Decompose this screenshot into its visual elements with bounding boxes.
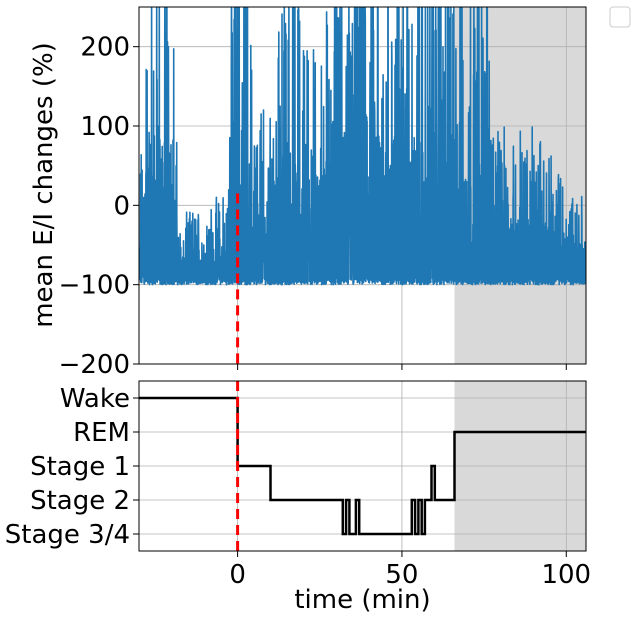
bottom-ytick-label: REM	[73, 418, 130, 448]
top-series-group	[139, 7, 586, 286]
bottom-ytick-label: Stage 1	[30, 452, 130, 482]
bottom-panel: Wake REM Stage 1 Stage 2 Stage 3/4 0 50 100 ti…	[5, 364, 591, 615]
top-ytick-label: 100	[80, 112, 130, 142]
bottom-xticks: 0 50 100	[229, 364, 591, 590]
top-yticks: −200 −100 0 100 200	[59, 33, 139, 380]
top-ytick-label: −100	[59, 271, 130, 301]
bottom-ytick-label: Stage 3/4	[5, 520, 130, 550]
bottom-xtick-label: 0	[229, 560, 246, 590]
bottom-xtick-label: 50	[385, 560, 418, 590]
top-axes-frame	[138, 6, 587, 365]
bottom-ytick-label: Stage 2	[30, 486, 130, 516]
bottom-yticks: Wake REM Stage 1 Stage 2 Stage 3/4	[5, 384, 139, 550]
top-series-line	[139, 7, 586, 286]
top-panel: −200 −100 0 100 200 mean E/I changes (%)	[29, 6, 587, 380]
top-ytick-label: 200	[80, 33, 130, 63]
bottom-xlabel: time (min)	[294, 585, 430, 615]
bottom-xtick-label: 100	[541, 560, 591, 590]
legend-box	[609, 6, 631, 28]
top-ytick-label: 0	[113, 191, 130, 221]
bottom-ytick-label: Wake	[60, 384, 130, 414]
top-ytick-label: −200	[59, 350, 130, 380]
bottom-series-line	[139, 396, 586, 536]
top-ylabel: mean E/I changes (%)	[29, 42, 59, 328]
